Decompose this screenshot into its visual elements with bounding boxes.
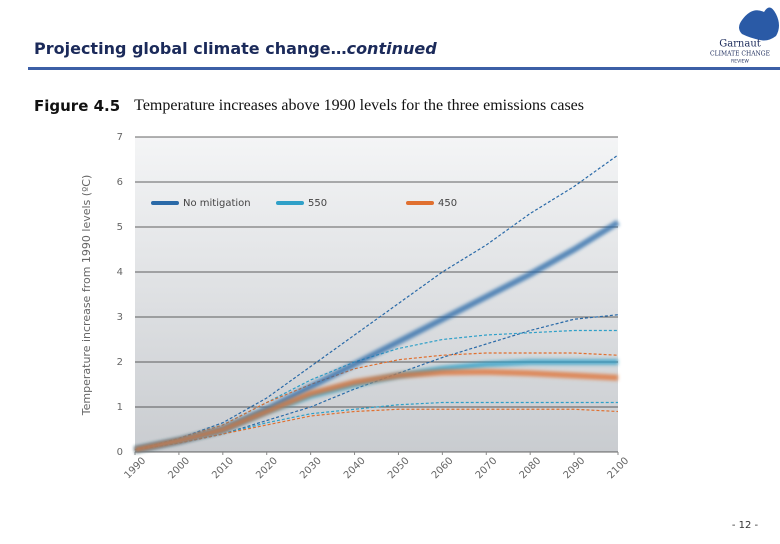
plot-area: [135, 137, 618, 452]
x-tick-label: 2050: [386, 455, 412, 481]
x-tick-label: 2030: [298, 455, 324, 481]
title-rule: [28, 67, 780, 70]
y-tick-label: 1: [117, 402, 123, 413]
x-tick-label: 1990: [122, 455, 148, 481]
logo-map: [739, 7, 779, 41]
figure-number: Figure 4.5: [34, 97, 120, 115]
x-tick-label: 2080: [518, 455, 544, 481]
x-tick-label: 2090: [562, 455, 588, 481]
x-tick-label: 2060: [430, 455, 456, 481]
legend-label: No mitigation: [183, 198, 251, 209]
y-tick-label: 5: [117, 222, 123, 233]
x-tick-label: 2020: [254, 455, 280, 481]
slide-title: Projecting global climate change…continu…: [34, 39, 437, 58]
logo-name: Garnaut: [719, 39, 761, 50]
logo-line: CLIMATE CHANGE: [710, 51, 770, 58]
x-tick-label: 2070: [474, 455, 500, 481]
x-tick-label: 2010: [210, 455, 236, 481]
series-line: [134, 368, 619, 453]
y-axis-label: Temperature increase from 1990 levels (º…: [80, 175, 93, 416]
logo-line: REVIEW: [731, 59, 749, 65]
y-tick-label: 3: [117, 312, 123, 323]
range-line: [134, 154, 619, 451]
y-tick-label: 4: [117, 267, 123, 278]
range-line: [134, 352, 619, 451]
y-tick-label: 2: [117, 357, 123, 368]
legend-label: 550: [308, 198, 327, 209]
title-text: Projecting global climate change…: [34, 39, 347, 58]
x-tick-label: 2000: [166, 455, 192, 481]
page-number: - 12 -: [732, 520, 759, 531]
title-suffix: continued: [347, 39, 438, 58]
figure-caption: Figure 4.5 Temperature increases above 19…: [34, 97, 584, 115]
x-tick-label: 2040: [342, 455, 368, 481]
legend-label: 450: [438, 198, 457, 209]
range-line: [134, 408, 619, 451]
y-tick-label: 6: [117, 177, 123, 188]
x-tick-label: 2100: [605, 455, 631, 481]
y-tick-label: 7: [117, 132, 123, 143]
caption-text: Temperature increases above 1990 levels …: [134, 97, 584, 114]
y-tick-label: 0: [117, 447, 123, 458]
